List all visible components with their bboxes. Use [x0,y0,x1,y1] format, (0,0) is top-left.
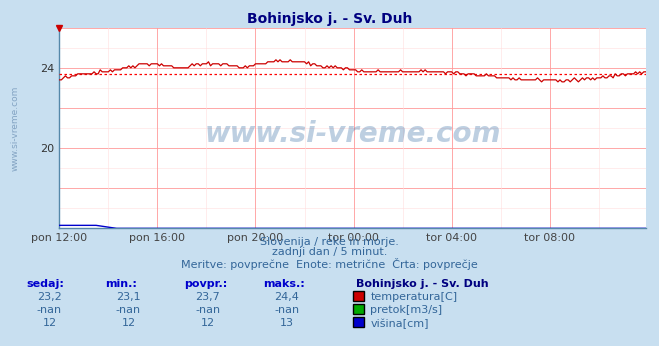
Text: 12: 12 [200,318,215,328]
Text: višina[cm]: višina[cm] [370,318,429,329]
Text: temperatura[C]: temperatura[C] [370,292,457,302]
Text: zadnji dan / 5 minut.: zadnji dan / 5 minut. [272,247,387,257]
Text: Slovenija / reke in morje.: Slovenija / reke in morje. [260,237,399,247]
Text: -nan: -nan [37,305,62,315]
Text: -nan: -nan [116,305,141,315]
Text: Bohinjsko j. - Sv. Duh: Bohinjsko j. - Sv. Duh [247,12,412,26]
Text: sedaj:: sedaj: [26,279,64,289]
Text: povpr.:: povpr.: [185,279,228,289]
Text: 12: 12 [42,318,57,328]
Text: pretok[m3/s]: pretok[m3/s] [370,305,442,315]
Text: Meritve: povprečne  Enote: metrične  Črta: povprečje: Meritve: povprečne Enote: metrične Črta:… [181,258,478,270]
Text: 23,7: 23,7 [195,292,220,302]
Text: -nan: -nan [274,305,299,315]
Text: 23,2: 23,2 [37,292,62,302]
Text: 23,1: 23,1 [116,292,141,302]
Text: -nan: -nan [195,305,220,315]
Text: 24,4: 24,4 [274,292,299,302]
Text: www.si-vreme.com: www.si-vreme.com [11,85,20,171]
Text: maks.:: maks.: [264,279,305,289]
Text: Bohinjsko j. - Sv. Duh: Bohinjsko j. - Sv. Duh [356,279,488,289]
Text: 12: 12 [121,318,136,328]
Text: www.si-vreme.com: www.si-vreme.com [204,120,501,148]
Text: 13: 13 [279,318,294,328]
Text: min.:: min.: [105,279,137,289]
